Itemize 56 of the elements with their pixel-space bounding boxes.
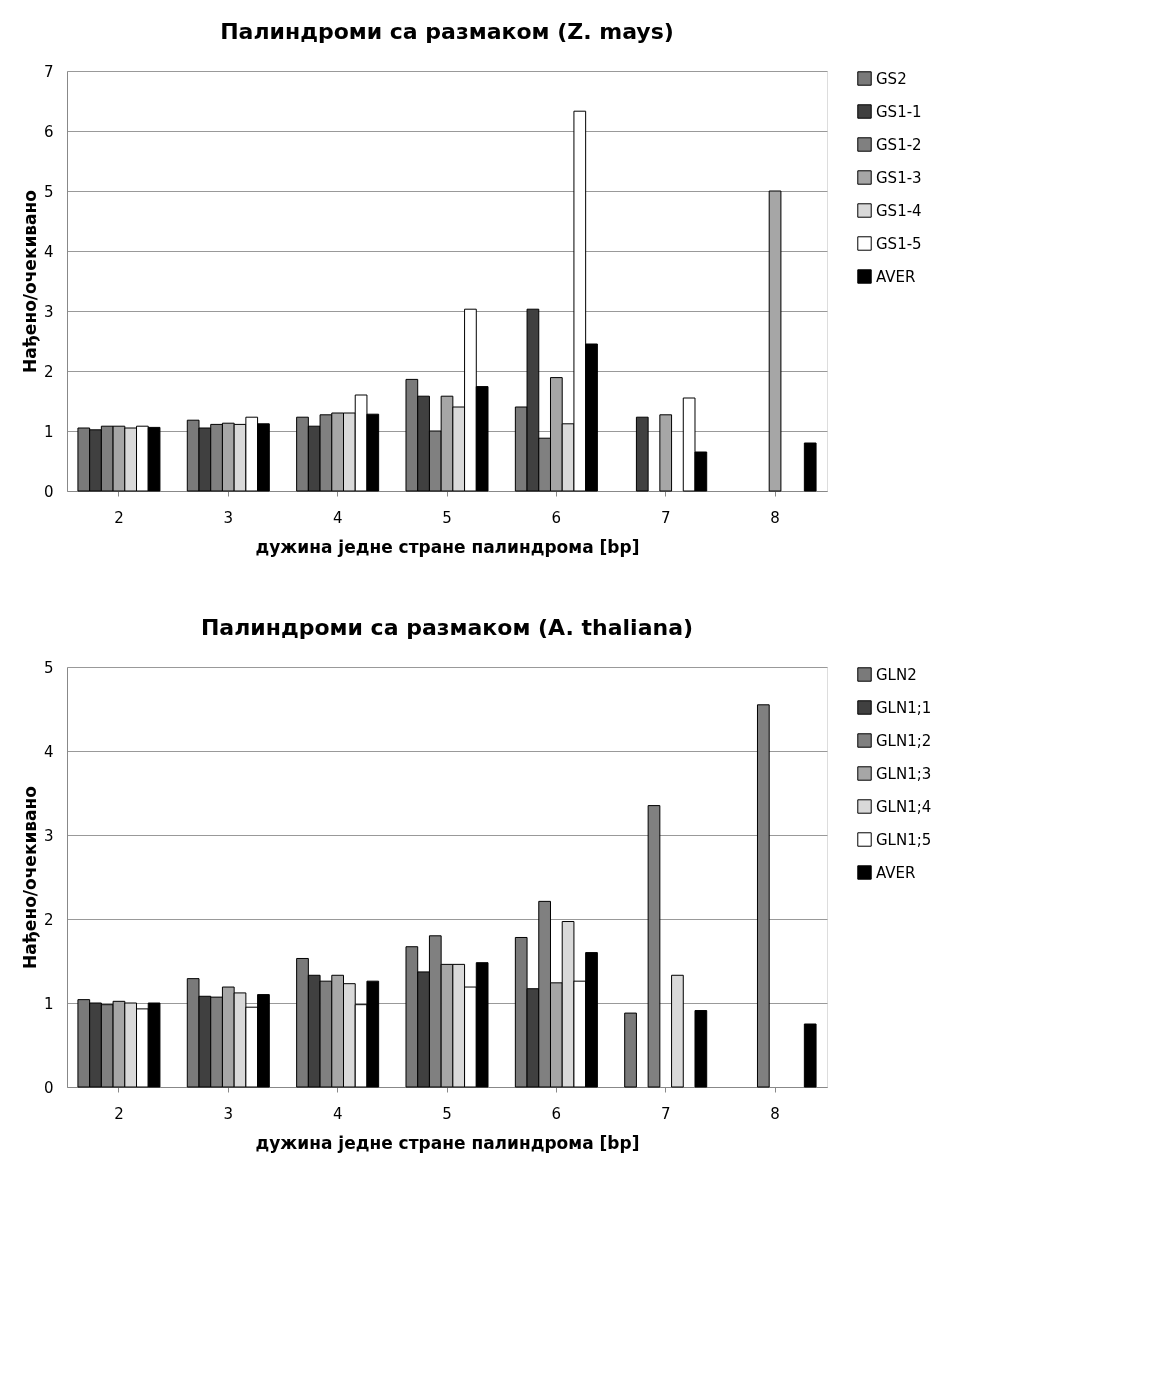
bar (803, 442, 817, 492)
y-tick-label: 0 (43, 482, 54, 501)
bar (624, 1012, 637, 1088)
legend-label: GS1-4 (876, 201, 922, 220)
y-tick-label: 5 (43, 182, 54, 201)
legend-label: GS1-1 (876, 102, 922, 121)
legend-label: GLN1;4 (876, 797, 932, 816)
x-tick-label: 5 (442, 508, 452, 527)
x-tick-label: 2 (114, 508, 124, 527)
legend-label: GS2 (876, 69, 907, 88)
y-tick-label: 4 (43, 742, 54, 761)
y-tick-label: 3 (43, 826, 54, 845)
x-tick-label: 5 (442, 1104, 452, 1123)
x-tick-label: 8 (770, 1104, 780, 1123)
y-tick-label: 2 (43, 362, 54, 381)
y-tick-label: 1 (43, 422, 54, 441)
legend-label: GLN1;5 (876, 830, 932, 849)
bar (659, 414, 673, 492)
x-tick-label: 4 (332, 1104, 343, 1123)
x-axis-title: дужина једне стране палиндрома [bp] (255, 1132, 640, 1153)
chart-title: Палиндроми са размаком (Z. mays) (220, 19, 674, 44)
bar (671, 974, 684, 1088)
legend-label: AVER (876, 863, 916, 882)
legend-label: GLN1;2 (876, 731, 932, 750)
legend-label: AVER (876, 267, 916, 286)
legend-label: GLN1;3 (876, 764, 932, 783)
y-axis-title: Нађено/очекивано (19, 190, 40, 373)
x-tick-label: 7 (660, 508, 671, 527)
x-axis-title: дужина једне стране палиндрома [bp] (255, 536, 640, 557)
y-tick-label: 7 (43, 62, 54, 81)
y-tick-label: 2 (43, 910, 54, 929)
legend-label: GS1-5 (876, 234, 922, 253)
y-tick-label: 4 (43, 242, 54, 261)
x-tick-label: 6 (551, 508, 562, 527)
legend-label: GLN1;1 (876, 698, 932, 717)
y-tick-label: 5 (43, 658, 54, 677)
x-tick-label: 4 (332, 508, 343, 527)
chart-title: Палиндроми са размаком (A. thaliana) (200, 615, 694, 640)
bar (635, 416, 649, 492)
y-tick-label: 3 (43, 302, 54, 321)
legend-label: GS1-3 (876, 168, 922, 187)
y-tick-label: 1 (43, 994, 54, 1013)
x-tick-label: 7 (660, 1104, 671, 1123)
y-tick-label: 6 (43, 122, 54, 141)
x-tick-label: 8 (770, 508, 780, 527)
y-axis-title: Нађено/очекивано (19, 786, 40, 969)
legend-label: GS1-2 (876, 135, 922, 154)
x-tick-label: 2 (114, 1104, 124, 1123)
bar (768, 190, 782, 492)
x-tick-label: 6 (551, 1104, 562, 1123)
x-tick-label: 3 (223, 1104, 234, 1123)
legend-label: GLN2 (876, 665, 917, 684)
x-tick-label: 3 (223, 508, 234, 527)
y-tick-label: 0 (43, 1078, 54, 1097)
bar (694, 1010, 708, 1088)
bar (803, 1023, 817, 1088)
